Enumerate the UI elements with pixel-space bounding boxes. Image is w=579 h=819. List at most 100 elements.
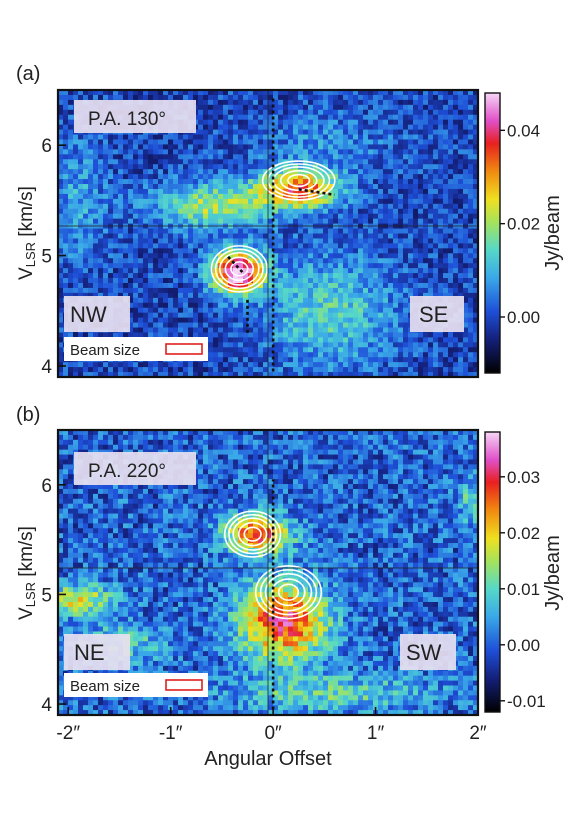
heatmap-cell <box>173 164 179 170</box>
heatmap-cell <box>348 430 354 436</box>
heatmap-cell <box>453 159 459 165</box>
heatmap-cell <box>143 238 149 244</box>
heatmap-cell <box>168 362 174 368</box>
heatmap-cell <box>468 164 474 170</box>
heatmap-cell <box>418 292 424 299</box>
heatmap-cell <box>238 342 244 348</box>
heatmap-cell <box>208 347 214 353</box>
contour-line <box>261 160 336 201</box>
heatmap-cell <box>173 134 179 141</box>
heatmap-cell <box>133 287 139 294</box>
heatmap-cell <box>173 258 179 264</box>
heatmap-cell <box>238 169 244 175</box>
heatmap-cell <box>208 287 214 294</box>
heatmap-cell <box>153 362 159 368</box>
heatmap-cell <box>473 258 478 264</box>
heatmap-cell <box>78 208 84 215</box>
heatmap-cell <box>358 258 364 264</box>
heatmap-cell <box>218 90 224 96</box>
heatmap-cell <box>178 312 184 319</box>
heatmap-cell <box>168 159 174 165</box>
heatmap-cell <box>363 164 369 170</box>
heatmap-cell <box>438 139 444 146</box>
heatmap-cell <box>148 253 154 259</box>
heatmap-cell <box>453 99 459 106</box>
heatmap-cell <box>428 139 434 146</box>
heatmap-cell <box>318 430 324 436</box>
heatmap-cell <box>383 104 389 111</box>
heatmap-cell <box>158 430 164 436</box>
heatmap-cell <box>333 292 339 299</box>
heatmap-cell <box>63 273 69 279</box>
heatmap-cell <box>203 174 209 180</box>
heatmap-cell <box>263 99 269 106</box>
heatmap-cell <box>233 188 239 195</box>
heatmap-cell <box>358 218 364 225</box>
heatmap-cell <box>268 169 274 175</box>
heatmap-cell <box>198 258 204 264</box>
heatmap-cell <box>343 218 349 225</box>
heatmap-cell <box>338 268 344 274</box>
heatmap-cell <box>193 149 199 155</box>
heatmap-cell <box>248 302 254 309</box>
heatmap-cell <box>78 174 84 180</box>
heatmap-cell <box>278 312 284 319</box>
heatmap-cell <box>88 292 94 299</box>
heatmap-cell <box>268 139 274 146</box>
heatmap-cell <box>333 104 339 111</box>
heatmap-cell <box>423 164 429 170</box>
heatmap-cell <box>133 134 139 141</box>
heatmap-cell <box>263 327 269 334</box>
heatmap-cell <box>398 208 404 215</box>
heatmap-cell <box>113 144 119 150</box>
heatmap-cell <box>438 367 444 373</box>
heatmap-cell <box>258 208 264 215</box>
heatmap-cell <box>133 208 139 215</box>
heatmap-cell <box>148 287 154 294</box>
heatmap-cell <box>203 119 209 126</box>
heatmap-cell <box>353 297 359 304</box>
heatmap-cell <box>363 430 369 436</box>
heatmap-cell <box>358 342 364 348</box>
heatmap-cell <box>218 104 224 111</box>
heatmap-cell <box>128 149 134 155</box>
heatmap-cell <box>453 287 459 294</box>
heatmap-cell <box>113 238 119 244</box>
heatmap-cell <box>228 258 234 264</box>
heatmap-cell <box>408 238 414 244</box>
heatmap-cell <box>193 193 199 200</box>
heatmap-cell <box>108 228 114 235</box>
heatmap-cell <box>193 208 199 215</box>
heatmap-cell <box>243 357 249 363</box>
heatmap-cell <box>413 228 419 235</box>
heatmap-cell <box>73 372 79 377</box>
colorbar-label: Jy/beam <box>542 195 564 271</box>
heatmap-cell <box>358 213 364 220</box>
heatmap-cell <box>158 154 164 160</box>
heatmap-cell <box>113 253 119 259</box>
heatmap-cell <box>403 312 409 319</box>
heatmap-cell <box>428 258 434 264</box>
heatmap-cell <box>423 253 429 259</box>
heatmap-cell <box>228 164 234 170</box>
heatmap-cell <box>313 238 319 244</box>
heatmap-cell <box>403 273 409 279</box>
heatmap-cell <box>213 159 219 165</box>
heatmap-cell <box>433 144 439 150</box>
heatmap-cell <box>168 297 174 304</box>
heatmap-cell <box>448 144 454 150</box>
heatmap-cell <box>173 154 179 160</box>
heatmap-cell <box>73 292 79 299</box>
heatmap-cell <box>363 352 369 358</box>
heatmap-cell <box>63 258 69 264</box>
heatmap-cell <box>143 159 149 165</box>
heatmap-cell <box>238 327 244 334</box>
heatmap-cell <box>378 119 384 126</box>
heatmap-cell <box>148 317 154 324</box>
heatmap-cell <box>313 154 319 160</box>
heatmap-cell <box>138 203 144 210</box>
heatmap-cell <box>273 149 279 155</box>
heatmap-cell <box>158 258 164 264</box>
heatmap-cell <box>473 203 478 210</box>
heatmap-cell <box>153 258 159 264</box>
